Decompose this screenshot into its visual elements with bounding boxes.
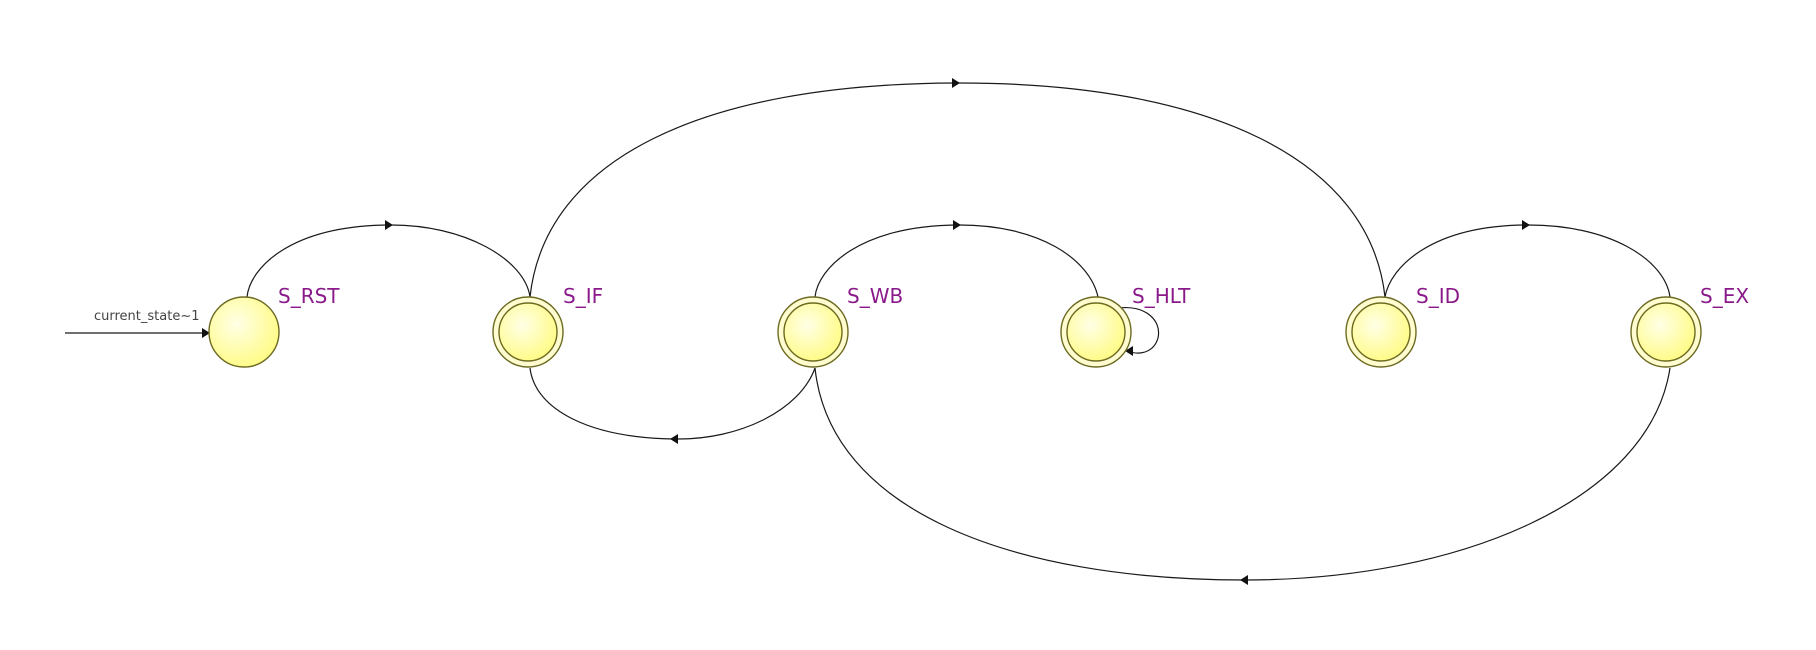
arrowhead-shlt-self-loop	[1125, 346, 1133, 356]
state-label: S_IF	[563, 284, 603, 308]
state-circle[interactable]	[1066, 302, 1126, 362]
arrowhead-swb-to-sif	[670, 434, 678, 444]
state-s-id[interactable]: S_ID	[1345, 284, 1460, 368]
transition-shlt-self-loop	[1118, 307, 1160, 354]
state-circle[interactable]	[498, 302, 558, 362]
transition-swb-to-sif	[529, 367, 816, 440]
state-label: S_WB	[847, 284, 903, 308]
state-s-ex[interactable]: S_EX	[1630, 284, 1749, 368]
state-s-hlt[interactable]: S_HLT	[1060, 284, 1191, 368]
edges: current_state~1	[65, 78, 1671, 585]
state-s-wb[interactable]: S_WB	[777, 284, 903, 368]
state-circle[interactable]	[783, 302, 843, 362]
state-label: S_EX	[1700, 284, 1749, 308]
state-s-rst[interactable]: S_RST	[208, 284, 340, 368]
arrowhead-swb-to-shlt	[953, 220, 961, 230]
arrowhead-sif-to-sid	[952, 78, 960, 88]
arrowhead-sex-to-swb	[1240, 575, 1248, 585]
state-label: S_HLT	[1132, 284, 1191, 308]
reset-label: current_state~1	[94, 309, 200, 324]
transition-sif-to-sid	[529, 82, 1386, 298]
state-circle[interactable]	[1636, 302, 1696, 362]
reset-entry-arrowhead	[202, 328, 210, 338]
state-s-if[interactable]: S_IF	[492, 284, 603, 368]
state-circle[interactable]	[1351, 302, 1411, 362]
transition-sex-to-swb	[814, 367, 1671, 581]
state-label: S_ID	[1416, 284, 1460, 308]
arrowhead-srst-to-sif	[385, 220, 393, 230]
state-circle[interactable]	[208, 296, 280, 368]
state-label: S_RST	[278, 284, 340, 308]
arrowhead-sid-to-sex	[1522, 220, 1530, 230]
